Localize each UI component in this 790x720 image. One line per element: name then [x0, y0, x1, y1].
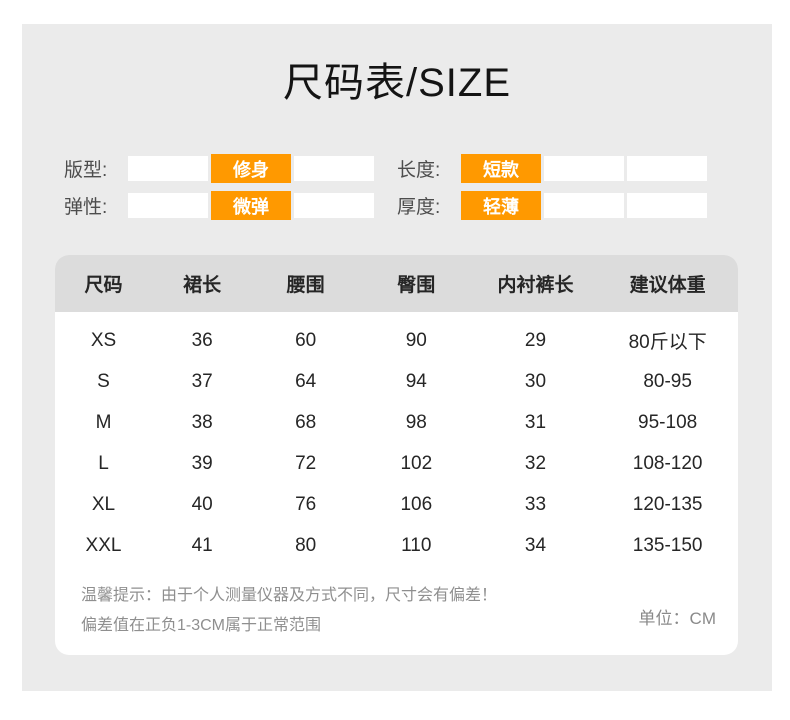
- cell-waist: 68: [295, 411, 317, 433]
- cell-skirt: 36: [191, 329, 213, 351]
- size-table-card: 尺码 裙长 腰围 臀围 内衬裤长 建议体重 XS 36 60 90 29 80斤…: [55, 255, 738, 655]
- cell-hip: 90: [405, 329, 427, 351]
- cell-weight: 135-150: [632, 534, 703, 556]
- column-header-skirt-length: 裙长: [183, 275, 222, 296]
- table-row: XL 40 76 106 33 120-135: [55, 484, 738, 525]
- tip-line-2: 偏差值在正负1-3CM属于正常范围: [81, 617, 322, 634]
- filter-option-selected: 微弹: [211, 191, 291, 220]
- filter-option-blank: [128, 156, 208, 181]
- cell-lining: 29: [524, 329, 547, 351]
- unit-label: 单位：CM: [638, 609, 716, 628]
- measurement-tips: 温馨提示：由于个人测量仪器及方式不同，尺寸会有偏差！ 偏差值在正负1-3CM属于…: [81, 581, 497, 641]
- cell-skirt: 38: [191, 411, 213, 433]
- filter-fit-options: 修身: [128, 154, 374, 183]
- cell-lining: 33: [524, 493, 547, 515]
- page-title: 尺码表/SIZE: [282, 61, 512, 105]
- column-header-waist: 腰围: [286, 275, 325, 296]
- cell-hip: 110: [401, 534, 432, 556]
- filter-stretch-label: 弹性:: [64, 197, 108, 218]
- filter-stretch: 弹性: 微弹: [64, 191, 374, 220]
- filter-fit-label: 版型:: [64, 160, 108, 181]
- filter-thickness: 厚度: 轻薄: [397, 191, 707, 220]
- table-row: L 39 72 102 32 108-120: [55, 443, 738, 484]
- cell-waist: 64: [295, 370, 317, 392]
- cell-skirt: 41: [191, 534, 213, 556]
- filter-option-blank: [128, 193, 208, 218]
- cell-skirt: 40: [191, 493, 213, 515]
- cell-size: XS: [90, 329, 117, 351]
- cell-hip: 94: [405, 370, 427, 392]
- cell-weight: 80-95: [643, 370, 692, 392]
- cell-size: XXL: [85, 534, 122, 556]
- table-row: XS 36 60 90 29 80斤以下: [55, 320, 738, 361]
- cell-size: XL: [91, 493, 116, 515]
- cell-lining: 31: [524, 411, 547, 433]
- column-header-lining-length: 内衬裤长: [497, 275, 574, 296]
- filter-length: 长度: 短款: [397, 154, 707, 183]
- cell-hip: 98: [405, 411, 427, 433]
- table-row: S 37 64 94 30 80-95: [55, 361, 738, 402]
- size-chart-panel: 尺码表/SIZE 版型: 修身 长度: 短款 弹性: 微弹: [22, 24, 772, 691]
- filter-option-blank: [544, 193, 624, 218]
- filter-fit: 版型: 修身: [64, 154, 374, 183]
- filter-option-selected: 修身: [211, 154, 291, 183]
- table-body: XS 36 60 90 29 80斤以下 S 37 64 94 30 80-95…: [55, 312, 738, 566]
- cell-size: M: [95, 411, 112, 433]
- filter-option-blank: [627, 156, 707, 181]
- cell-lining: 32: [524, 452, 547, 474]
- filter-length-options: 短款: [461, 154, 707, 183]
- filter-option-blank: [544, 156, 624, 181]
- filter-option-selected: 短款: [461, 154, 541, 183]
- cell-waist: 60: [295, 329, 317, 351]
- column-header-size: 尺码: [84, 275, 123, 296]
- cell-lining: 30: [524, 370, 547, 392]
- table-row: M 38 68 98 31 95-108: [55, 402, 738, 443]
- table-row: XXL 41 80 110 34 135-150: [55, 525, 738, 566]
- cell-hip: 102: [400, 452, 433, 474]
- cell-waist: 80: [295, 534, 317, 556]
- cell-skirt: 39: [191, 452, 213, 474]
- filter-thickness-options: 轻薄: [461, 191, 707, 220]
- filter-length-label: 长度:: [397, 160, 441, 181]
- filter-option-blank: [294, 156, 374, 181]
- cell-weight: 120-135: [632, 493, 703, 515]
- cell-weight: 95-108: [638, 411, 698, 433]
- cell-skirt: 37: [191, 370, 213, 392]
- filter-option-selected: 轻薄: [461, 191, 541, 220]
- table-footer: 温馨提示：由于个人测量仪器及方式不同，尺寸会有偏差！ 偏差值在正负1-3CM属于…: [55, 566, 738, 641]
- cell-waist: 72: [295, 452, 317, 474]
- cell-size: S: [97, 370, 110, 392]
- cell-weight: 80斤以下: [628, 332, 707, 353]
- filter-option-blank: [294, 193, 374, 218]
- filter-option-blank: [627, 193, 707, 218]
- table-header-row: 尺码 裙长 腰围 臀围 内衬裤长 建议体重: [55, 255, 738, 312]
- column-header-weight: 建议体重: [629, 275, 706, 296]
- cell-weight: 108-120: [632, 452, 703, 474]
- column-header-hip: 臀围: [397, 275, 436, 296]
- cell-size: L: [98, 452, 109, 474]
- cell-lining: 34: [524, 534, 547, 556]
- filter-thickness-label: 厚度:: [397, 197, 441, 218]
- cell-waist: 76: [295, 493, 317, 515]
- filter-stretch-options: 微弹: [128, 191, 374, 220]
- tip-line-1: 温馨提示：由于个人测量仪器及方式不同，尺寸会有偏差！: [81, 587, 498, 604]
- cell-hip: 106: [400, 493, 433, 515]
